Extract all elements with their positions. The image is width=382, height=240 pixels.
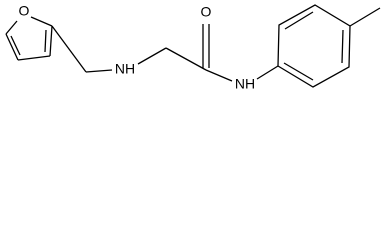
benzene-ring — [277, 4, 381, 88]
bond — [17, 55, 51, 61]
bond — [30, 16, 53, 27]
bond — [341, 29, 344, 64]
atom-label: O — [19, 3, 30, 19]
bond — [283, 62, 314, 81]
bond — [5, 20, 18, 35]
bond — [256, 65, 279, 80]
methyl-bond — [349, 7, 381, 27]
atom-label: O — [201, 4, 212, 20]
bond — [49, 25, 53, 57]
ring — [277, 4, 351, 88]
bond — [51, 25, 87, 73]
furan-ring — [5, 16, 53, 61]
atom-label: NH — [235, 76, 255, 92]
bond — [5, 33, 19, 61]
bond — [137, 47, 167, 65]
atom-label: NH — [115, 61, 135, 77]
bond — [284, 11, 314, 30]
bond — [44, 29, 47, 53]
structure: O NH O NH — [5, 3, 381, 92]
chain — [51, 24, 279, 82]
bond — [10, 35, 21, 56]
bond — [85, 69, 113, 73]
bond — [205, 69, 233, 82]
bond — [165, 47, 207, 71]
